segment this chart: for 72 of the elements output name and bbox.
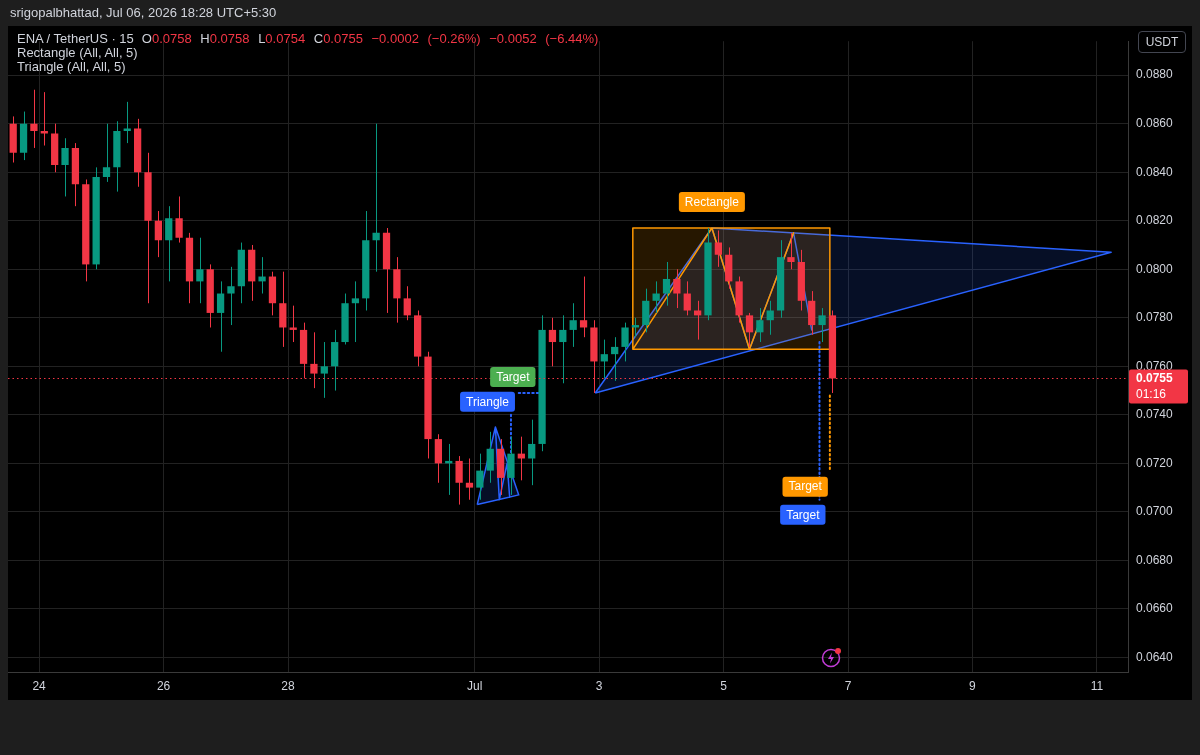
x-tick-label: 7 xyxy=(844,678,852,693)
y-tick-label: 0.0640 xyxy=(1136,649,1174,664)
x-tick-label: 3 xyxy=(595,678,603,693)
candlestick xyxy=(351,280,360,343)
candlestick xyxy=(476,453,484,501)
candlestick xyxy=(486,431,494,484)
candlestick xyxy=(175,195,183,244)
candlestick xyxy=(621,322,629,362)
y-tick-label: 0.0680 xyxy=(1136,552,1174,567)
candlestick xyxy=(600,339,608,379)
annotation: Triangle (All, All, 5) xyxy=(17,59,126,74)
candlestick xyxy=(652,280,660,314)
candlestick xyxy=(403,285,411,321)
candlestick xyxy=(579,276,588,338)
candlestick xyxy=(611,336,619,382)
candlestick xyxy=(787,232,795,270)
x-tick-label: Jul xyxy=(466,678,483,693)
annotation: Target xyxy=(496,369,531,384)
y-tick-label: 0.0820 xyxy=(1136,213,1174,228)
ref-line-label: 0.0755 xyxy=(1136,371,1174,386)
candlestick xyxy=(465,458,474,501)
annotation: Rectangle (All, All, 5) xyxy=(17,45,139,60)
candlestick xyxy=(683,280,691,316)
candlestick xyxy=(30,89,38,149)
text: O0.0758 H0.0758 L0.0754 C0.0755 −0.0002 (−0.26%) −0.0052 (−6.44%) xyxy=(141,31,599,46)
y-tick-label: 0.0740 xyxy=(1136,407,1174,422)
text: 01:16 xyxy=(1136,386,1167,401)
candlestick xyxy=(559,314,567,384)
y-tick-label: 0.0780 xyxy=(1136,310,1174,325)
x-tick-label: 26 xyxy=(156,678,171,693)
y-axis-title: USDT xyxy=(1138,31,1186,53)
x-tick-label: 9 xyxy=(969,678,977,693)
y-tick-label: 0.0700 xyxy=(1136,504,1174,519)
y-tick-label: 0.0760 xyxy=(1136,358,1174,373)
y-tick-label: 0.0800 xyxy=(1136,261,1174,276)
annotation: Rectangle xyxy=(684,194,740,209)
candlestick xyxy=(102,123,111,183)
chart-title: ENA / TetherUS · 15 xyxy=(17,31,134,46)
x-tick-label: 28 xyxy=(281,678,295,693)
annotation: Triangle xyxy=(466,394,510,409)
x-tick-label: 11 xyxy=(1090,678,1104,693)
candlestick xyxy=(258,256,266,295)
x-tick-label: 24 xyxy=(32,678,47,693)
candlestick xyxy=(818,307,826,343)
y-tick-label: 0.0880 xyxy=(1136,67,1174,82)
candlestick xyxy=(216,280,225,353)
candlestick xyxy=(227,266,235,326)
annotation: Target xyxy=(786,507,821,522)
candlestick xyxy=(154,210,162,258)
candlestick xyxy=(756,307,764,343)
candlestick xyxy=(528,419,536,486)
y-tick-label: 0.0720 xyxy=(1136,455,1174,470)
text: srigopalbhattad, Jul 06, 2026 18:28 UTC+5:30 xyxy=(10,5,277,21)
candlestick xyxy=(745,312,754,348)
y-tick-label: 0.0840 xyxy=(1136,164,1174,179)
candlestick xyxy=(548,317,557,367)
candlestick xyxy=(766,300,774,336)
candlestick xyxy=(165,205,173,282)
y-tick-label: 0.0660 xyxy=(1136,601,1174,616)
x-tick-label: 5 xyxy=(720,678,728,693)
candlestick xyxy=(372,123,380,273)
candlestick xyxy=(320,341,328,399)
candlestick xyxy=(196,237,204,304)
candlestick xyxy=(455,455,463,506)
candlestick xyxy=(662,261,671,307)
annotation: Target xyxy=(788,479,823,494)
candlestick xyxy=(673,268,681,309)
candlestick xyxy=(569,302,577,348)
candlestick xyxy=(61,137,69,197)
y-tick-label: 0.0860 xyxy=(1136,116,1174,130)
candlestick xyxy=(714,229,722,268)
candlestick xyxy=(289,305,297,343)
